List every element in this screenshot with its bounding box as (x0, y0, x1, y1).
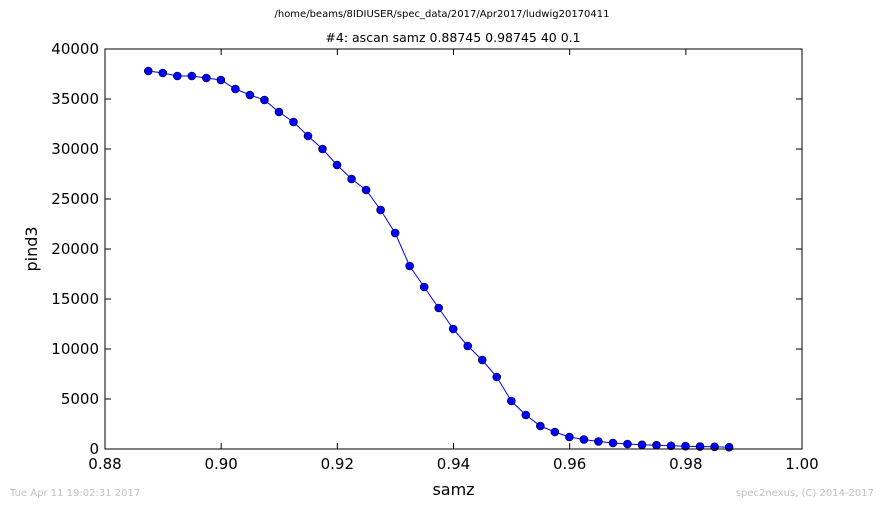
data-point (506, 396, 516, 406)
y-tick-label: 10000 (51, 340, 99, 358)
y-tick-label: 35000 (51, 90, 99, 108)
footer-timestamp: Tue Apr 11 19:02:31 2017 (10, 488, 141, 499)
data-point (143, 66, 153, 76)
y-tick-label: 5000 (61, 390, 99, 408)
data-point (521, 410, 531, 420)
data-point (260, 95, 269, 105)
data-point (565, 432, 574, 442)
data-point (332, 160, 342, 170)
data-series (143, 66, 734, 452)
data-point (405, 261, 414, 271)
data-point (173, 71, 182, 81)
figure-suptitle: /home/beams/8IDIUSER/spec_data/2017/Apr2… (274, 9, 610, 20)
data-point (623, 439, 632, 449)
y-tick-label: 30000 (51, 140, 99, 158)
data-point (608, 438, 618, 448)
chart-title: #4: ascan samz 0.88745 0.98745 40 0.1 (325, 30, 581, 45)
data-point (390, 228, 400, 238)
data-point (419, 282, 429, 292)
y-axis-label: pind3 (22, 226, 41, 271)
data-point (710, 442, 719, 452)
data-point (448, 324, 458, 334)
data-point (681, 441, 690, 451)
data-point (463, 341, 473, 351)
x-tick-label: 0.98 (669, 455, 702, 473)
series-line (148, 70, 730, 448)
axes-frame (104, 48, 803, 450)
data-point (202, 73, 211, 83)
y-tick-label: 20000 (51, 240, 99, 258)
data-point (245, 90, 255, 100)
data-point (477, 355, 487, 365)
data-point (289, 117, 298, 127)
y-tick-label: 25000 (51, 190, 99, 208)
data-point (318, 144, 327, 154)
data-point (666, 441, 676, 451)
data-point (303, 131, 313, 141)
data-point (216, 75, 226, 85)
y-tick-label: 15000 (51, 290, 99, 308)
data-point (637, 440, 647, 450)
data-point (158, 68, 168, 78)
data-point (434, 303, 443, 313)
data-point (231, 84, 240, 94)
x-tick-label: 0.94 (437, 455, 470, 473)
axis-ticks: 0.88 0.90 0.92 0.94 0.96 0.98 1.00 0 5000 10000 15… (51, 40, 818, 473)
x-tick-label: 0.96 (553, 455, 586, 473)
x-tick-label: 0.90 (204, 455, 237, 473)
data-point (376, 205, 385, 215)
data-point (724, 442, 734, 452)
data-point (187, 71, 197, 81)
data-point (579, 435, 589, 444)
data-point (361, 185, 371, 195)
x-axis-label: samz (432, 480, 474, 499)
data-point (347, 174, 356, 184)
data-point (492, 372, 502, 382)
data-point (550, 427, 560, 437)
data-point (274, 107, 284, 117)
data-point (594, 437, 603, 446)
footer-credit: spec2nexus, (C) 2014-2017 (735, 488, 874, 499)
y-tick-label: 0 (89, 440, 99, 458)
x-tick-label: 0.92 (321, 455, 354, 473)
data-point (536, 421, 545, 431)
x-tick-label: 0.88 (88, 455, 121, 473)
x-tick-label: 1.00 (785, 455, 818, 473)
data-point (652, 440, 661, 450)
y-tick-label: 40000 (51, 40, 99, 58)
